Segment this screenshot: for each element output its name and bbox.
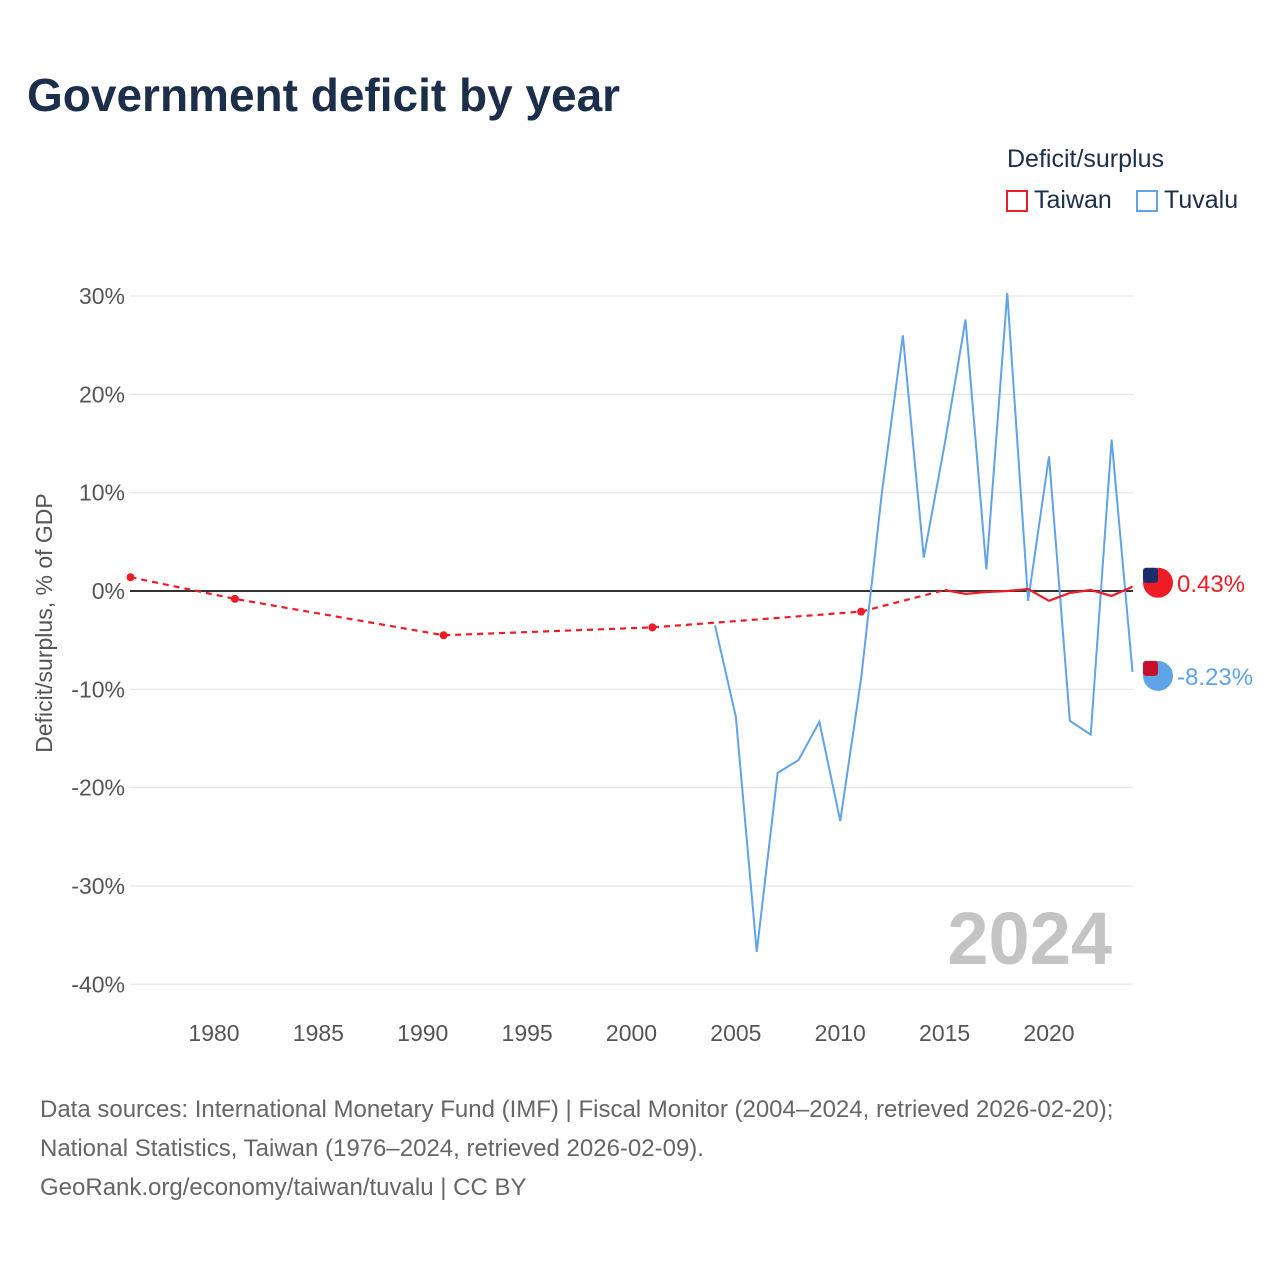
source-line-2: National Statistics, Taiwan (1976–2024, … xyxy=(40,1135,704,1162)
tuvalu-line xyxy=(714,292,1134,952)
taiwan-point xyxy=(230,594,239,603)
y-tick-label: -20% xyxy=(71,775,125,801)
x-tick-label: 2015 xyxy=(919,1020,970,1046)
tuvalu-end-label: -8.23% xyxy=(1177,664,1253,691)
taiwan-line xyxy=(944,585,1133,603)
taiwan-end-label: 0.43% xyxy=(1177,571,1245,598)
y-tick-label: -40% xyxy=(71,971,125,997)
y-tick-label: 30% xyxy=(79,283,125,309)
chart-title: Government deficit by year xyxy=(27,69,621,121)
y-tick-label: -30% xyxy=(71,873,125,899)
x-tick-label: 2010 xyxy=(815,1020,866,1046)
taiwan-point xyxy=(126,573,135,582)
legend-item-taiwan[interactable]: Taiwan xyxy=(1006,186,1112,215)
flag-canton xyxy=(1143,660,1158,676)
legend-item-tuvalu[interactable]: Tuvalu xyxy=(1136,186,1238,215)
legend-title: Deficit/surplus xyxy=(1007,145,1164,173)
legend-label: Taiwan xyxy=(1034,186,1112,214)
y-tick-label: 10% xyxy=(79,480,125,506)
x-tick-label: 1995 xyxy=(502,1020,553,1046)
year-watermark: 2024 xyxy=(947,897,1112,980)
footer: Data sources: International Monetary Fun… xyxy=(40,1090,1113,1207)
taiwan-point xyxy=(439,631,448,640)
y-axis-label: Deficit/surplus, % of GDP xyxy=(31,493,57,752)
x-tick-label: 2005 xyxy=(710,1020,761,1046)
y-tick-label: 20% xyxy=(79,381,125,407)
x-tick-label: 1990 xyxy=(397,1020,448,1046)
flag-canton xyxy=(1143,567,1158,583)
x-tick-label: 1985 xyxy=(293,1020,344,1046)
source-line-1: Data sources: International Monetary Fun… xyxy=(40,1096,1114,1123)
taiwan-point xyxy=(857,607,866,616)
y-tick-label: 0% xyxy=(92,578,125,604)
legend-label: Tuvalu xyxy=(1164,186,1239,214)
taiwan-point xyxy=(648,623,657,632)
legend-swatch-tuvalu xyxy=(1136,189,1158,212)
y-tick-label: -10% xyxy=(71,676,125,702)
x-tick-label: 2000 xyxy=(606,1020,657,1046)
source-url[interactable]: GeoRank.org/economy/taiwan/tuvalu | CC B… xyxy=(40,1174,527,1201)
x-tick-label: 2020 xyxy=(1023,1020,1074,1046)
legend-swatch-taiwan xyxy=(1006,189,1028,212)
taiwan-dashed-line xyxy=(130,576,945,637)
x-tick-label: 1980 xyxy=(188,1020,239,1046)
